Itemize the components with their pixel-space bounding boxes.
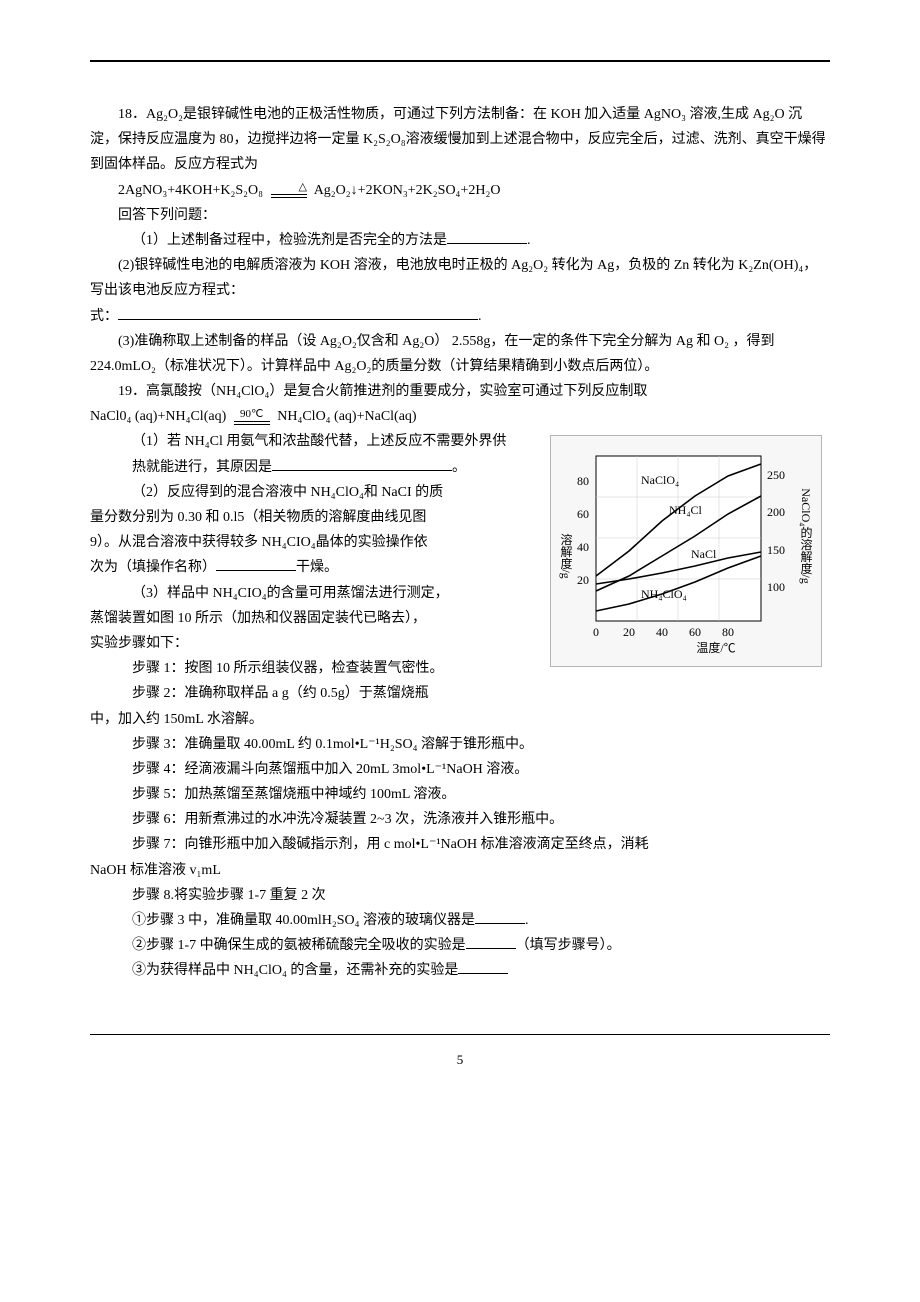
q18-p2-tail: . xyxy=(478,309,482,324)
svg-text:150: 150 xyxy=(767,543,785,557)
text: 热就能进行，其原因是 xyxy=(132,460,272,475)
top-rule xyxy=(90,60,830,62)
tail: （填写步骤号）。 xyxy=(516,938,621,953)
eq-left: NaCl0₄ (aq)+NH₄Cl(aq) xyxy=(90,409,226,424)
q19-sub3: ③为获得样品中 NH₄ClO₄ 的含量，还需补充的实验是 xyxy=(90,958,830,983)
svg-text:60: 60 xyxy=(689,625,701,639)
blank xyxy=(118,305,478,320)
svg-text:20: 20 xyxy=(577,573,589,587)
q19-step6: 步骤 6：用新煮沸过的水冲洗冷凝装置 2~3 次，洗涤液并入锥形瓶中。 xyxy=(90,807,830,832)
text: ②步骤 1-7 中确保生成的氨被稀硫酸完全吸收的实验是 xyxy=(132,938,466,953)
q19-step5: 步骤 5：加热蒸馏至蒸馏烧瓶中神域约 100mL 溶液。 xyxy=(90,782,830,807)
text: 次为（填操作名称） xyxy=(90,560,216,575)
q19-step7: 步骤 7：向锥形瓶中加入酸碱指示剂，用 c mol•L⁻¹NaOH 标准溶液滴定… xyxy=(90,832,830,857)
svg-text:NH₄ClO₄: NH₄ClO₄ xyxy=(641,587,687,601)
svg-text:40: 40 xyxy=(656,625,668,639)
text: ③为获得样品中 NH₄ClO₄ 的含量，还需补充的实验是 xyxy=(132,963,458,978)
q19-step2: 步骤 2：准确称取样品 a g（约 0.5g）于蒸馏烧瓶 xyxy=(90,681,830,706)
blank xyxy=(272,456,452,471)
q18-intro: 18．Ag₂O₂是银锌碱性电池的正极活性物质，可通过下列方法制备：在 KOH 加… xyxy=(90,102,830,178)
q18-p1-text: （1）上述制备过程中，检验洗剂是否完全的方法是 xyxy=(132,233,447,248)
q19-sub1: ①步骤 3 中，准确量取 40.00mlH₂SO₄ 溶液的玻璃仪器是. xyxy=(90,908,830,933)
svg-text:NaClO₄: NaClO₄ xyxy=(641,473,679,487)
blank xyxy=(216,556,296,571)
q19-step2b: 中，加入约 150mL 水溶解。 xyxy=(90,707,830,732)
svg-text:80: 80 xyxy=(577,474,589,488)
chart-box: 20 40 60 80 100 150 200 250 0 20 40 60 8… xyxy=(550,435,822,667)
text: ①步骤 3 中，准确量取 40.00mlH₂SO₄ 溶液的玻璃仪器是 xyxy=(132,913,475,928)
svg-text:250: 250 xyxy=(767,468,785,482)
svg-text:200: 200 xyxy=(767,505,785,519)
q18-p2-text: (2)银锌碱性电池的电解质溶液为 KOH 溶液，电池放电时正极的 Ag₂O₂ 转… xyxy=(90,258,817,298)
svg-text:NH₄Cl: NH₄Cl xyxy=(669,503,703,517)
bottom-rule xyxy=(90,1034,830,1035)
q18-answer-prompt: 回答下列问题： xyxy=(90,203,830,228)
eq-right: Ag₂O₂↓+2KON₃+2K₂SO₄+2H₂O xyxy=(314,183,501,198)
q19-step7b: NaOH 标准溶液 v₁mL xyxy=(90,858,830,883)
svg-text:溶解度/g: 溶解度/g xyxy=(559,532,573,579)
eq-condition: △ xyxy=(270,182,306,193)
svg-text:80: 80 xyxy=(722,625,734,639)
page-number: 5 xyxy=(90,1048,830,1071)
svg-text:0: 0 xyxy=(593,625,599,639)
q19-step8: 步骤 8.将实验步骤 1-7 重复 2 次 xyxy=(90,883,830,908)
tail: . xyxy=(525,913,529,928)
q19-intro: 19．高氯酸按（NH₄ClO₄）是复合火箭推进剂的重要成分，实验室可通过下列反应… xyxy=(90,379,830,404)
svg-text:40: 40 xyxy=(577,540,589,554)
blank xyxy=(466,934,516,949)
eq-right: NH₄ClO₄ (aq)+NaCl(aq) xyxy=(277,409,416,424)
q18-p2: (2)银锌碱性电池的电解质溶液为 KOH 溶液，电池放电时正极的 Ag₂O₂ 转… xyxy=(90,253,830,303)
blank xyxy=(447,229,527,244)
tail: 干燥。 xyxy=(296,560,338,575)
q18-p1: （1）上述制备过程中，检验洗剂是否完全的方法是. xyxy=(90,228,830,253)
svg-text:100: 100 xyxy=(767,580,785,594)
eq-arrow: △ xyxy=(270,182,306,199)
eq-condition: 90℃ xyxy=(234,409,270,420)
q19-equation: NaCl0₄ (aq)+NH₄Cl(aq) 90℃ NH₄ClO₄ (aq)+N… xyxy=(90,404,830,429)
q19-body: 20 40 60 80 100 150 200 250 0 20 40 60 8… xyxy=(90,429,830,706)
tail: 。 xyxy=(452,460,466,475)
solubility-chart: 20 40 60 80 100 150 200 250 0 20 40 60 8… xyxy=(550,435,830,667)
svg-text:温度/℃: 温度/℃ xyxy=(696,640,735,655)
page-container: 18．Ag₂O₂是银锌碱性电池的正极活性物质，可通过下列方法制备：在 KOH 加… xyxy=(0,0,920,1124)
eq-left: 2AgNO₃+4KOH+K₂S₂O₈ xyxy=(118,183,263,198)
q19-step4: 步骤 4：经滴液漏斗向蒸馏瓶中加入 20mL 3mol•L⁻¹NaOH 溶液。 xyxy=(90,757,830,782)
q19-sub2: ②步骤 1-7 中确保生成的氨被稀硫酸完全吸收的实验是 （填写步骤号）。 xyxy=(90,933,830,958)
svg-text:NaCl: NaCl xyxy=(691,547,717,561)
q18-equation: 2AgNO₃+4KOH+K₂S₂O₈ △ Ag₂O₂↓+2KON₃+2K₂SO₄… xyxy=(90,178,830,203)
blank xyxy=(458,959,508,974)
q18-p2-blank: 式：. xyxy=(90,304,830,329)
eq-arrow: 90℃ xyxy=(234,409,270,426)
svg-text:60: 60 xyxy=(577,507,589,521)
q19-step3: 步骤 3：准确量取 40.00mL 约 0.1mol•L⁻¹H₂SO₄ 溶解于锥… xyxy=(90,732,830,757)
blank xyxy=(475,909,525,924)
svg-text:NaClO₄的溶解度/g: NaClO₄的溶解度/g xyxy=(799,489,813,585)
svg-text:20: 20 xyxy=(623,625,635,639)
q18-p1-tail: . xyxy=(527,233,531,248)
q18-p3: (3)准确称取上述制备的样品（设 Ag₂O₂仅含和 Ag₂O） 2.558g，在… xyxy=(90,329,830,379)
